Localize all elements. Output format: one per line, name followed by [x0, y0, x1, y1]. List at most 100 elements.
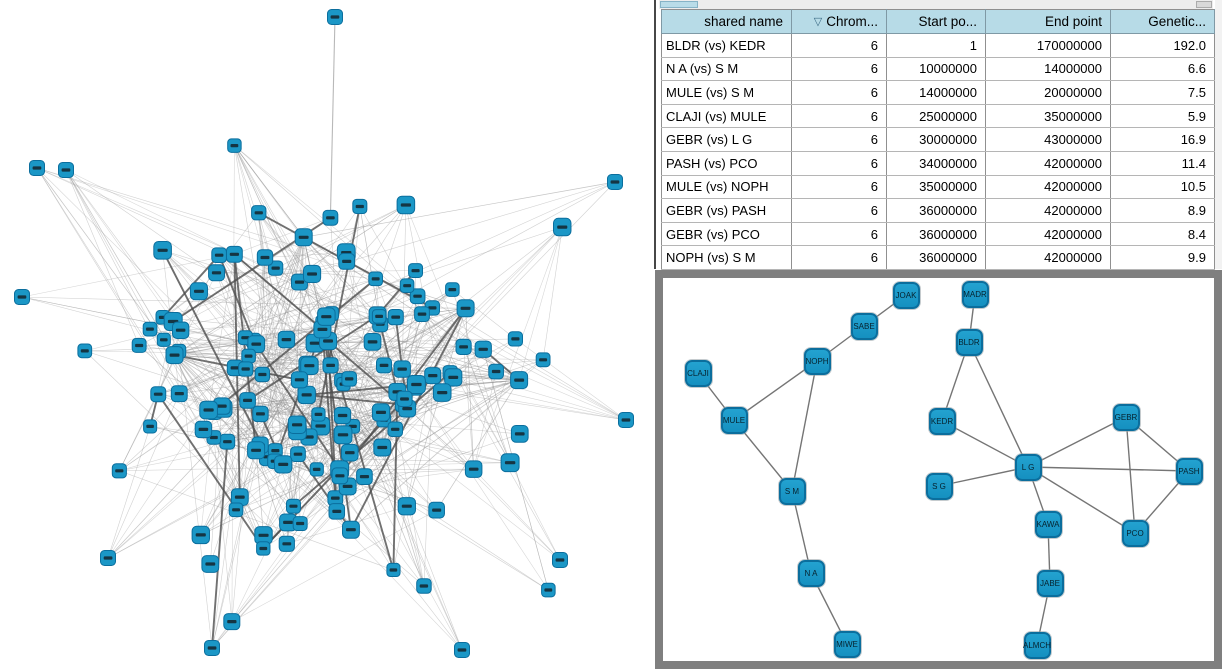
column-header-genetic[interactable]: Genetic... [1110, 9, 1215, 34]
network-node[interactable] [211, 247, 227, 264]
node-almch[interactable]: ALMCH [1023, 631, 1051, 659]
network-node[interactable] [454, 642, 470, 658]
node-madr[interactable]: MADR [961, 280, 989, 308]
network-node[interactable] [287, 415, 307, 435]
network-node[interactable] [131, 338, 147, 353]
node-pash[interactable]: PASH [1175, 457, 1203, 485]
table-row[interactable]: NOPH (vs) S M 6 36000000 42000000 9.9 [661, 245, 1215, 270]
table-row[interactable]: BLDR (vs) KEDR 6 1 170000000 192.0 [661, 33, 1215, 58]
edge-bldr-l-g[interactable] [968, 341, 1029, 468]
network-node[interactable] [251, 205, 267, 221]
network-node[interactable] [239, 392, 256, 409]
network-node[interactable] [371, 403, 391, 422]
network-node[interactable] [352, 198, 368, 214]
node-pco[interactable]: PCO [1121, 519, 1149, 547]
network-node[interactable] [535, 352, 551, 368]
node-bldr[interactable]: BLDR [955, 328, 983, 356]
network-node[interactable] [371, 309, 387, 324]
node-s-g[interactable]: S G [925, 472, 953, 500]
edge-l-g-gebr[interactable] [1027, 416, 1127, 468]
network-node[interactable] [256, 541, 271, 556]
table-row[interactable]: N A (vs) S M 6 10000000 14000000 6.6 [661, 56, 1215, 82]
network-node[interactable] [373, 438, 392, 457]
network-node[interactable] [387, 309, 404, 326]
network-node[interactable] [150, 386, 167, 403]
node-noph[interactable]: NOPH [803, 347, 831, 375]
edge-s-g-l-g[interactable] [938, 466, 1029, 487]
column-header-shared-name[interactable]: shared name [661, 9, 792, 34]
network-node[interactable] [368, 271, 383, 287]
network-node[interactable] [317, 307, 336, 326]
network-node[interactable] [341, 371, 357, 387]
network-node[interactable] [230, 488, 249, 507]
network-node[interactable] [474, 340, 492, 358]
network-node[interactable] [227, 138, 242, 153]
network-node[interactable] [201, 555, 220, 573]
network-node[interactable] [376, 357, 393, 374]
network-node[interactable] [153, 241, 172, 260]
network-node[interactable] [238, 361, 254, 377]
network-node[interactable] [338, 253, 356, 270]
network-node[interactable] [100, 550, 116, 566]
node-jabe[interactable]: JABE [1036, 569, 1064, 597]
node-mule[interactable]: MULE [720, 406, 748, 434]
network-node[interactable] [510, 425, 529, 443]
network-node[interactable] [208, 264, 226, 282]
large-network-canvas[interactable] [0, 0, 648, 669]
edge-kedr-l-g[interactable] [941, 420, 1029, 468]
network-node[interactable] [607, 174, 623, 190]
network-node[interactable] [333, 406, 352, 425]
network-node[interactable] [488, 363, 504, 380]
network-node[interactable] [228, 502, 244, 518]
network-node[interactable] [268, 260, 284, 276]
network-node[interactable] [58, 162, 74, 178]
node-l-g[interactable]: L G [1014, 453, 1042, 481]
network-node[interactable] [327, 9, 343, 25]
network-node[interactable] [363, 333, 382, 351]
network-node[interactable] [406, 375, 426, 394]
network-node[interactable] [204, 640, 220, 656]
network-node[interactable] [143, 419, 158, 434]
network-node[interactable] [444, 368, 463, 387]
network-node[interactable] [409, 288, 426, 305]
network-node[interactable] [331, 467, 349, 485]
table-row[interactable]: CLAJI (vs) MULE 6 25000000 35000000 5.9 [661, 103, 1215, 129]
network-node[interactable] [191, 525, 210, 545]
horizontal-scrollbar[interactable] [659, 0, 1213, 9]
network-node[interactable] [456, 299, 475, 318]
vertical-scroll-track[interactable] [1215, 0, 1222, 269]
network-node[interactable] [303, 264, 322, 284]
network-node[interactable] [424, 367, 442, 385]
network-node[interactable] [256, 249, 274, 266]
node-joak[interactable]: JOAK [892, 281, 920, 309]
node-sabe[interactable]: SABE [850, 312, 878, 340]
network-node[interactable] [277, 330, 296, 349]
node-kawa[interactable]: KAWA [1034, 510, 1062, 538]
node-gebr[interactable]: GEBR [1112, 403, 1140, 431]
network-node[interactable] [189, 282, 208, 301]
node-s-m[interactable]: S M [778, 477, 806, 505]
scrollbar-button[interactable] [1196, 1, 1212, 8]
network-node[interactable] [396, 195, 416, 215]
table-row[interactable]: GEBR (vs) L G 6 30000000 43000000 16.9 [661, 127, 1215, 152]
network-node[interactable] [279, 513, 297, 532]
network-node[interactable] [309, 462, 324, 477]
network-node[interactable] [541, 582, 556, 598]
network-node[interactable] [414, 306, 430, 322]
edge-l-g-pco[interactable] [1027, 466, 1136, 534]
network-node[interactable] [274, 455, 293, 474]
network-node[interactable] [29, 160, 45, 176]
network-node[interactable] [386, 562, 401, 578]
table-row[interactable]: MULE (vs) S M 6 14000000 20000000 7.5 [661, 80, 1215, 105]
network-node[interactable] [428, 501, 445, 519]
network-node[interactable] [294, 228, 313, 247]
network-node[interactable] [226, 245, 243, 263]
network-node[interactable] [618, 412, 634, 428]
network-node[interactable] [432, 383, 452, 402]
network-node[interactable] [223, 613, 241, 631]
node-n-a[interactable]: N A [797, 559, 825, 587]
network-node[interactable] [387, 421, 404, 438]
network-node[interactable] [142, 321, 158, 337]
network-node[interactable] [170, 385, 188, 403]
edge-gebr-pco[interactable] [1125, 416, 1136, 534]
